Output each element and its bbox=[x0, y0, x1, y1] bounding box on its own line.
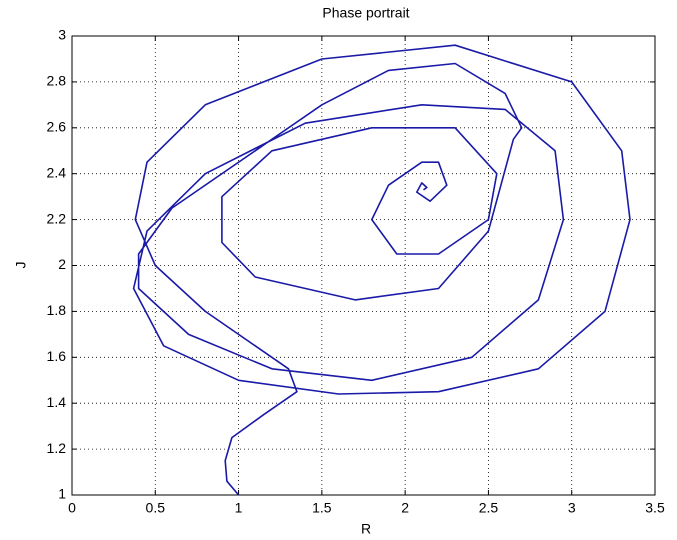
x-tick-label: 2.5 bbox=[479, 500, 499, 516]
y-tick-label: 3 bbox=[58, 27, 66, 43]
x-tick-label: 3.5 bbox=[645, 500, 665, 516]
y-tick-label: 1.8 bbox=[47, 302, 67, 318]
series-line bbox=[132, 44, 631, 496]
y-tick-label: 1.4 bbox=[47, 394, 67, 410]
x-axis-label: R bbox=[361, 521, 371, 537]
y-tick-label: 2 bbox=[58, 256, 66, 272]
y-tick-label: 1.6 bbox=[47, 348, 67, 364]
y-tick-label: 1 bbox=[58, 486, 66, 502]
y-axis-label: J bbox=[13, 262, 29, 269]
x-tick-label: 1.5 bbox=[312, 500, 332, 516]
x-tick-label: 0.5 bbox=[146, 500, 166, 516]
x-tick-label: 2 bbox=[401, 500, 409, 516]
y-tick-label: 2.4 bbox=[47, 164, 67, 180]
x-tick-label: 1 bbox=[235, 500, 243, 516]
y-tick-label: 1.2 bbox=[47, 440, 67, 456]
plot-frame bbox=[71, 35, 656, 496]
x-tick-label: 0 bbox=[68, 500, 76, 516]
chart-title: Phase portrait bbox=[322, 5, 409, 21]
y-tick-label: 2.8 bbox=[47, 73, 67, 89]
y-tick-label: 2.6 bbox=[47, 119, 67, 135]
x-tick-label: 3 bbox=[568, 500, 576, 516]
y-tick-label: 2.2 bbox=[47, 210, 67, 226]
